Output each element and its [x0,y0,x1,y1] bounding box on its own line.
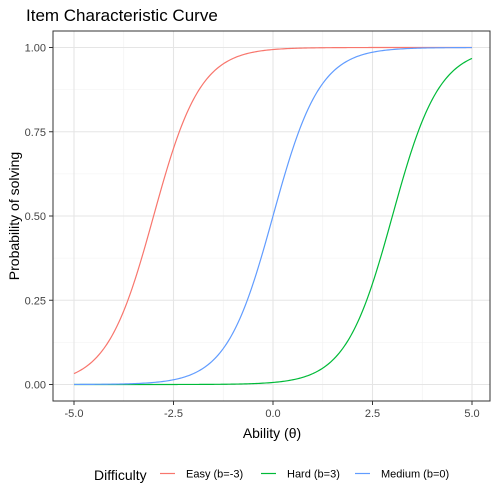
legend: Difficulty Easy (b=-3) Hard (b=3) Medium (… [94,465,449,483]
x-tick-label: 5.0 [464,408,479,420]
y-tick-label: 0.75 [25,127,46,139]
legend-label-0: Easy (b=-3) [186,469,243,481]
legend-title: Difficulty [94,467,147,483]
y-tick-label: 0.00 [25,380,46,392]
x-tick-label: -2.5 [164,408,183,420]
x-tick-label: 2.5 [365,408,380,420]
series-line-2 [74,46,472,386]
y-tick-label: 0.25 [25,295,46,307]
legend-label-1: Hard (b=3) [287,469,340,481]
y-axis: 0.00 0.25 0.50 0.75 1.00 [25,43,53,392]
y-tick-label: 0.50 [25,211,46,223]
x-axis-title: Ability (θ) [243,425,301,441]
x-axis: -5.0 -2.5 0.0 2.5 5.0 [65,401,480,420]
x-tick-label: -5.0 [65,408,84,420]
chart-title: Item Characteristic Curve [26,6,218,25]
legend-label-2: Medium (b=0) [381,469,449,481]
series-lines [73,46,473,386]
series-line-0 [73,46,472,375]
x-tick-label: 0.0 [265,408,280,420]
y-tick-label: 1.00 [25,43,46,55]
y-axis-title: Probability of solving [6,152,22,280]
series-line-1 [74,57,473,386]
